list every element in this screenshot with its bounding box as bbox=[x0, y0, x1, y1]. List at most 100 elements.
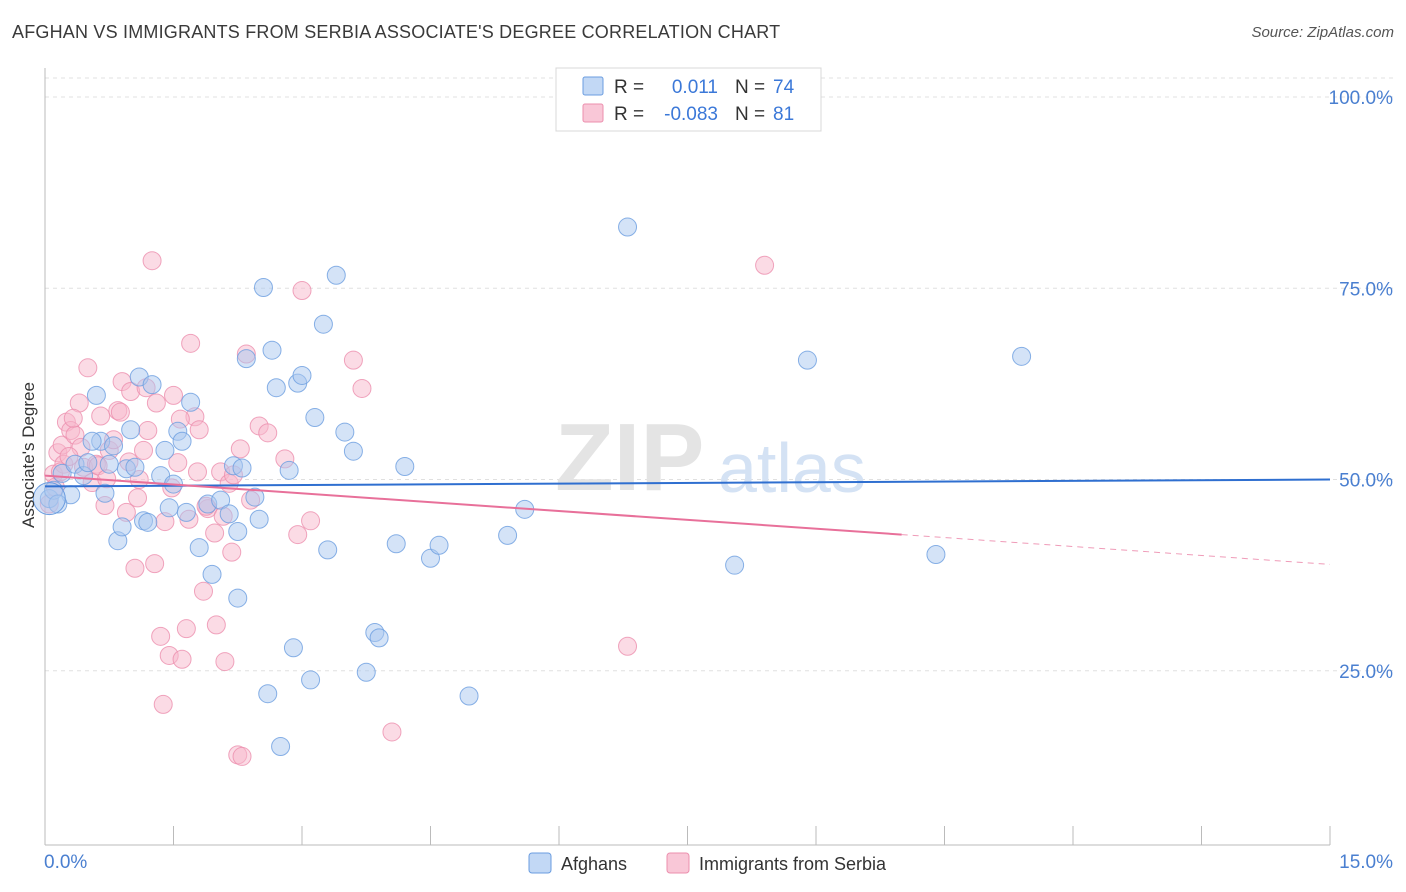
afghans-point bbox=[78, 453, 98, 473]
afghans-point bbox=[356, 662, 376, 682]
serbia-point bbox=[352, 378, 372, 398]
afghans-point bbox=[142, 375, 162, 395]
afghans-point bbox=[95, 483, 115, 503]
serbia-point bbox=[232, 746, 252, 766]
chart-title: AFGHAN VS IMMIGRANTS FROM SERBIA ASSOCIA… bbox=[12, 22, 781, 42]
afghans-point bbox=[155, 440, 175, 460]
serbia-point bbox=[138, 421, 158, 441]
afghans-point bbox=[112, 517, 132, 537]
y-tick-label: 75.0% bbox=[1339, 279, 1393, 300]
legend-r-label-2: R = bbox=[614, 104, 644, 125]
afghans-point bbox=[219, 504, 239, 524]
afghans-point bbox=[249, 509, 269, 529]
afghans-point bbox=[236, 349, 256, 369]
serbia-point bbox=[125, 558, 145, 578]
serbia-point bbox=[222, 542, 242, 562]
legend-afghans-swatch bbox=[528, 852, 552, 874]
afghans-point bbox=[318, 540, 338, 560]
afghans-point bbox=[725, 555, 745, 575]
afghans-point bbox=[202, 564, 222, 584]
afghans-point bbox=[343, 441, 363, 461]
serbia-point bbox=[164, 385, 183, 405]
afghans-point bbox=[232, 458, 252, 478]
afghans-point bbox=[301, 670, 321, 690]
afghans-point bbox=[138, 512, 158, 532]
legend-n-value-2: 81 bbox=[773, 104, 794, 125]
legend-n-label-2: N = bbox=[735, 104, 765, 125]
legend-afghans-label: Afghans bbox=[561, 854, 627, 874]
serbia-point bbox=[78, 358, 98, 378]
serbia-point bbox=[172, 649, 192, 669]
afghans-point bbox=[266, 378, 286, 398]
serbia-point bbox=[145, 554, 165, 574]
legend-pink-swatch bbox=[582, 103, 604, 123]
legend-r-value-2: -0.083 bbox=[664, 104, 718, 125]
afghans-point bbox=[1012, 346, 1032, 366]
serbia-point bbox=[91, 406, 111, 426]
serbia-point bbox=[755, 255, 775, 275]
serbia-point bbox=[146, 393, 166, 413]
serbia-point bbox=[63, 408, 83, 428]
serbia-point bbox=[151, 626, 171, 646]
afghans-point bbox=[279, 460, 299, 480]
serbia-point bbox=[343, 350, 363, 370]
afghans-point bbox=[86, 385, 106, 405]
afghans-point bbox=[283, 638, 303, 658]
serbia-point bbox=[187, 462, 207, 482]
afghans-point bbox=[797, 350, 817, 370]
grid bbox=[45, 77, 1393, 672]
serbia-point bbox=[301, 511, 321, 531]
afghans-point bbox=[395, 456, 415, 476]
serbia-point bbox=[189, 420, 209, 440]
legend-bottom: Afghans Immigrants from Serbia bbox=[528, 852, 887, 874]
afghans-point bbox=[429, 535, 449, 555]
afghans-point bbox=[32, 482, 66, 516]
legend-n-label-1: N = bbox=[735, 77, 765, 98]
afghans-point bbox=[181, 392, 201, 412]
watermark-zip: ZIP bbox=[555, 404, 704, 511]
serbia-trend-line bbox=[44, 474, 902, 536]
serbia-point bbox=[230, 439, 250, 459]
afghans-point bbox=[253, 277, 273, 297]
afghans-point bbox=[618, 217, 638, 237]
source-label: Source: ZipAtlas.com bbox=[1251, 24, 1394, 41]
legend-blue-swatch bbox=[582, 76, 604, 96]
afghans-point bbox=[459, 686, 479, 706]
serbia-point bbox=[215, 652, 235, 672]
afghans-point bbox=[159, 498, 179, 518]
afghans-point bbox=[99, 454, 119, 474]
serbia-point bbox=[176, 619, 196, 639]
serbia-point bbox=[153, 694, 173, 714]
afghans-point bbox=[228, 522, 248, 542]
y-tick-label: 100.0% bbox=[1329, 88, 1394, 109]
serbia-point bbox=[258, 423, 278, 443]
y-axis-label: Associate's Degree bbox=[19, 382, 38, 528]
afghans-point bbox=[211, 490, 231, 510]
serbia-point bbox=[193, 581, 213, 601]
legend-serbia-label: Immigrants from Serbia bbox=[699, 854, 887, 874]
serbia-point bbox=[292, 281, 312, 301]
legend-r-label-1: R = bbox=[614, 77, 644, 98]
serbia-point bbox=[288, 525, 308, 545]
points bbox=[32, 217, 1032, 766]
afghans-trend-line bbox=[44, 478, 1331, 488]
serbia-point bbox=[206, 615, 226, 635]
afghans-point bbox=[498, 525, 518, 545]
afghans-point bbox=[313, 314, 333, 334]
x-tick-left: 0.0% bbox=[44, 852, 87, 873]
legend-top: R = 0.011 N = 74 R = -0.083 N = 81 bbox=[555, 67, 822, 132]
serbia-point bbox=[128, 488, 148, 508]
afghans-point bbox=[262, 340, 282, 360]
afghans-point bbox=[104, 436, 124, 456]
legend-r-value-1: 0.011 bbox=[672, 77, 718, 98]
serbia-point bbox=[142, 251, 162, 271]
serbia-point bbox=[382, 722, 402, 742]
afghans-point bbox=[326, 265, 346, 285]
afghans-point bbox=[228, 588, 248, 608]
afghans-point bbox=[125, 457, 145, 477]
serbia-point bbox=[110, 402, 130, 422]
afghans-point bbox=[245, 487, 265, 507]
legend-n-value-1: 74 bbox=[773, 77, 795, 98]
serbia-point bbox=[134, 440, 154, 460]
